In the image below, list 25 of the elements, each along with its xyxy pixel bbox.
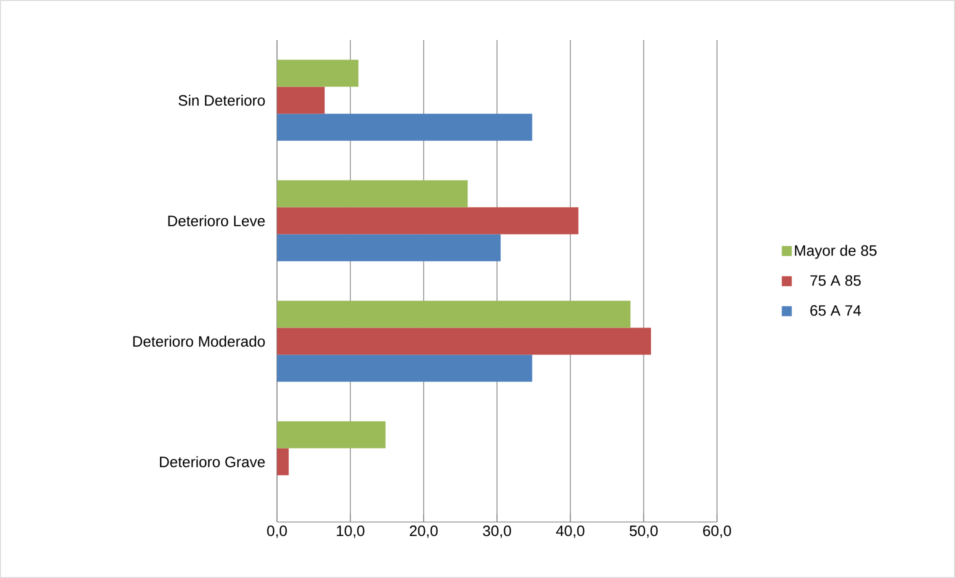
legend-label: 65 A 74: [810, 305, 861, 316]
bar: [277, 421, 386, 448]
bar: [277, 207, 578, 234]
bar: [277, 354, 532, 382]
legend-label: 75 A 85: [810, 275, 861, 286]
bar: [277, 114, 532, 141]
y-tick-label: Deterioro Leve: [168, 215, 265, 226]
x-tick-label: 50,0: [630, 526, 658, 538]
x-tick-label: 40,0: [556, 526, 584, 538]
bar: [277, 300, 630, 328]
bar: [277, 86, 325, 114]
x-tick-label: 0,0: [267, 526, 287, 538]
x-tick-label: 60,0: [703, 526, 731, 538]
bar: [277, 328, 651, 355]
bar: [277, 234, 501, 262]
bar: [277, 60, 358, 87]
x-tick-label: 30,0: [482, 526, 511, 538]
legend-label: Mayor de 85: [795, 244, 877, 259]
x-tick-label: 10,0: [336, 526, 364, 538]
bar: [277, 448, 289, 476]
y-tick-label: Deterioro Moderado: [133, 336, 265, 347]
y-tick-label: Deterioro Grave: [160, 456, 265, 468]
y-tick-label: Sin Deterioro: [178, 94, 265, 106]
x-tick-label: 20,0: [410, 526, 438, 538]
bar: [277, 180, 468, 208]
